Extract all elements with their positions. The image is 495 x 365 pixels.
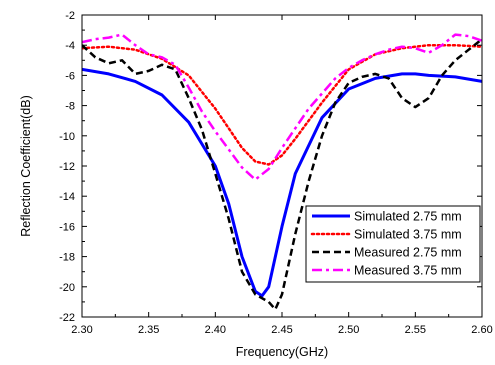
series-line-2 <box>82 43 482 166</box>
y-tick-label: -6 <box>65 70 75 82</box>
series-line-4 <box>82 33 482 181</box>
y-tick-label: -16 <box>59 221 75 233</box>
x-tick-label: 2.55 <box>405 324 426 336</box>
x-tick-label: 2.50 <box>338 324 359 336</box>
plot-lines <box>82 33 482 311</box>
x-tick-label: 2.60 <box>471 324 492 336</box>
y-tick-label: -4 <box>65 40 75 52</box>
series-line-1 <box>82 67 482 298</box>
tick-labels: 2.30 2.35 2.40 2.45 2.50 2.55 2.60 -22 -20 -18 -16… <box>59 10 493 336</box>
legend-label-2: Simulated 3.75 mm <box>354 228 462 242</box>
y-tick-label: -18 <box>59 252 75 264</box>
y-tick-label: -10 <box>59 131 75 143</box>
series-line-3 <box>82 38 482 311</box>
x-tick-label: 2.35 <box>138 324 159 336</box>
x-tick-label: 2.45 <box>271 324 292 336</box>
x-tick-label: 2.40 <box>205 324 226 336</box>
y-tick-label: -22 <box>59 312 75 324</box>
x-tick-label: 2.30 <box>71 324 92 336</box>
y-tick-label: -12 <box>59 161 75 173</box>
legend-label-1: Simulated 2.75 mm <box>354 210 462 224</box>
y-tick-label: -20 <box>59 282 75 294</box>
y-tick-label: -8 <box>65 101 75 113</box>
y-axis-title: Reflection Coefficient(dB) <box>19 95 33 237</box>
y-tick-label: -14 <box>59 191 75 203</box>
y-tick-label: -2 <box>65 10 75 22</box>
legend-label-4: Measured 3.75 mm <box>354 264 462 278</box>
legend: Simulated 2.75 mm Simulated 3.75 mm Measur… <box>305 205 481 283</box>
axis-ticks <box>81 14 483 318</box>
x-axis-title: Frequency(GHz) <box>236 345 328 359</box>
legend-label-3: Measured 2.75 mm <box>354 246 462 260</box>
